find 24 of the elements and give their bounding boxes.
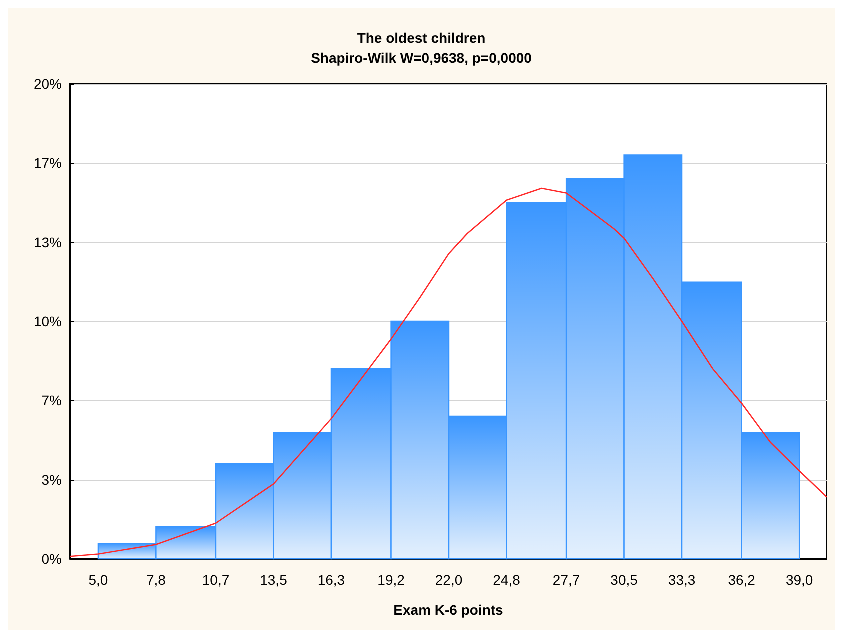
x-tick-label: 16,3 bbox=[318, 572, 346, 588]
line-series bbox=[69, 188, 828, 558]
y-tick-label: 13% bbox=[34, 234, 62, 250]
x-tick-label: 19,2 bbox=[378, 572, 406, 588]
y-tick-label: 10% bbox=[34, 314, 62, 330]
x-tick-label: 13,5 bbox=[260, 572, 288, 588]
x-tick-label: 30,5 bbox=[610, 572, 638, 588]
x-tick-label: 27,7 bbox=[552, 572, 580, 588]
y-tick-label: 3% bbox=[42, 472, 62, 488]
x-tick-label: 36,2 bbox=[728, 572, 756, 588]
chart-subtitle: Shapiro-Wilk W=0,9638, p=0,0000 bbox=[311, 50, 532, 66]
x-tick-label: 22,0 bbox=[435, 572, 463, 588]
chart-title: The oldest children bbox=[357, 30, 486, 46]
y-tick-label: 0% bbox=[42, 551, 62, 567]
x-tick-label: 24,8 bbox=[493, 572, 521, 588]
y-tick-label: 17% bbox=[34, 155, 62, 172]
y-tick-label: 7% bbox=[42, 392, 62, 409]
x-tick-label: 33,3 bbox=[668, 572, 696, 588]
x-tick-label: 10,7 bbox=[202, 572, 230, 588]
x-tick-label: 7,8 bbox=[146, 572, 166, 588]
x-axis-title: Exam K-6 points bbox=[394, 602, 504, 618]
x-tick-label: 39,0 bbox=[786, 572, 814, 588]
x-tick-label: 5,0 bbox=[88, 572, 108, 588]
y-tick-label: 20% bbox=[34, 76, 62, 92]
